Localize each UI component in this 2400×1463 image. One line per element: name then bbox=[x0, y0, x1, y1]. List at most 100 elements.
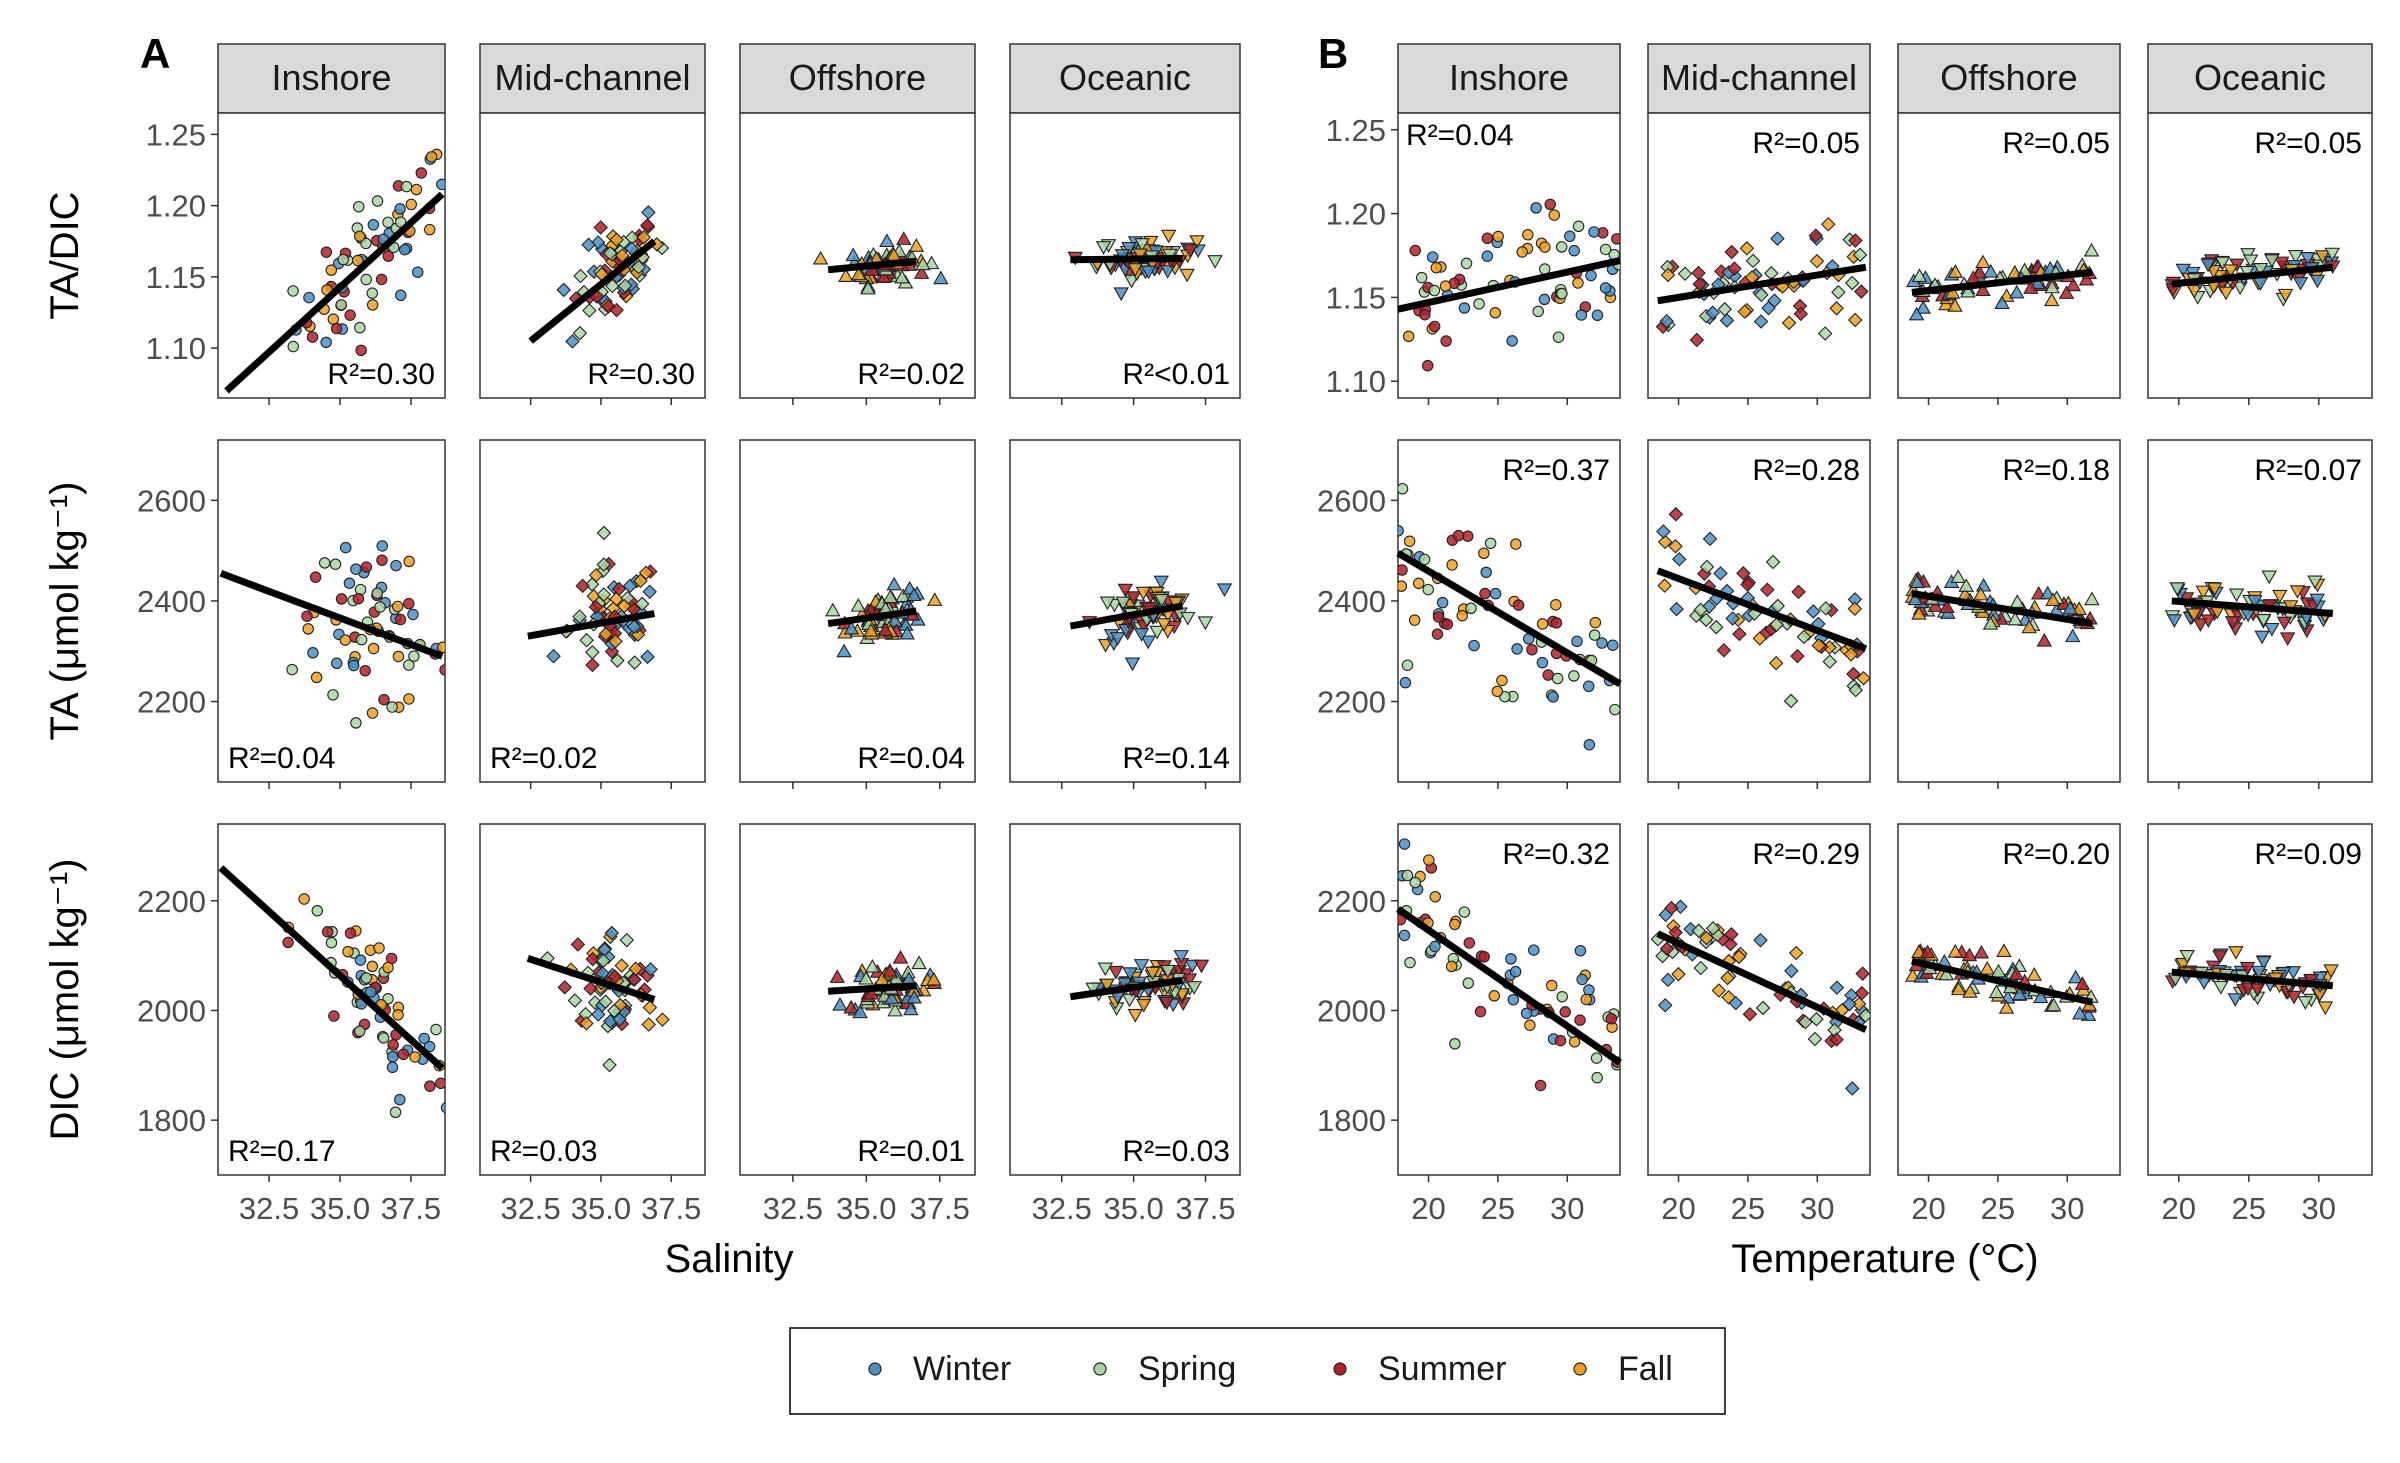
data-point-spring bbox=[311, 904, 324, 917]
data-point-fall bbox=[1446, 559, 1458, 571]
data-point-spring bbox=[382, 216, 394, 229]
data-point-spring bbox=[882, 589, 899, 604]
regression-line bbox=[528, 238, 657, 344]
data-point-fall bbox=[1412, 577, 1425, 590]
r-squared-label: R²=0.17 bbox=[228, 1135, 336, 1168]
y-tick-label: 1.10 bbox=[1326, 364, 1386, 399]
data-point-spring bbox=[287, 340, 299, 353]
data-point-summer bbox=[376, 554, 388, 566]
data-point-winter bbox=[1159, 265, 1176, 279]
data-point-fall bbox=[1768, 655, 1784, 671]
facet-strip-label: Mid-channel bbox=[1661, 57, 1857, 98]
data-point-spring bbox=[2297, 996, 2314, 1010]
data-point-fall bbox=[425, 151, 438, 163]
data-point-summer bbox=[375, 273, 388, 286]
data-point-winter bbox=[386, 1061, 399, 1074]
data-point-fall bbox=[926, 971, 942, 986]
data-point-winter bbox=[622, 578, 638, 594]
data-point-winter bbox=[1908, 306, 1925, 321]
data-point-summer bbox=[1975, 282, 1991, 297]
x-tick-label: 20 bbox=[1411, 1191, 1445, 1226]
facet-frame bbox=[739, 823, 976, 1176]
data-point-summer bbox=[360, 561, 373, 573]
data-point-spring bbox=[923, 255, 940, 270]
y-tick-label: 1.20 bbox=[146, 189, 206, 224]
regression-line bbox=[1656, 567, 1868, 652]
data-point-summer bbox=[829, 969, 846, 983]
facet-mid-channel-row-2: R²=0.03 32.5 35.0 37.5 bbox=[479, 823, 706, 1226]
facet-mid-channel-row-2: R²=0.29 20 25 30 bbox=[1647, 823, 1871, 1226]
data-point-winter bbox=[2227, 993, 2244, 1007]
data-point-fall bbox=[1752, 631, 1768, 646]
data-point-summer bbox=[352, 592, 365, 605]
data-point-fall bbox=[608, 634, 623, 649]
y-axis-title: DIC (μmol kg⁻¹) bbox=[43, 859, 87, 1141]
data-point-spring bbox=[1769, 617, 1784, 632]
data-point-summer bbox=[627, 972, 642, 987]
data-point-fall bbox=[1430, 261, 1443, 274]
data-point-spring bbox=[1609, 703, 1620, 716]
data-point-summer bbox=[1716, 642, 1732, 658]
data-point-fall bbox=[1492, 230, 1504, 243]
data-point-spring bbox=[2084, 591, 2100, 606]
data-point-winter bbox=[1575, 309, 1588, 321]
data-point-summer bbox=[382, 250, 395, 262]
data-point-summer bbox=[1479, 587, 1491, 600]
regression-line bbox=[1911, 268, 2093, 296]
data-point-spring bbox=[1097, 962, 1114, 977]
legend: Winter Spring Summer Fall bbox=[789, 1327, 1726, 1415]
data-point-fall bbox=[1788, 945, 1804, 961]
data-point-summer bbox=[877, 622, 894, 636]
y-tick-label: 1.20 bbox=[1326, 197, 1386, 232]
data-point-spring bbox=[1960, 283, 1976, 298]
data-point-summer bbox=[1159, 996, 1175, 1011]
data-point-winter bbox=[1845, 1081, 1860, 1096]
data-point-summer bbox=[330, 322, 343, 335]
regression-line bbox=[218, 865, 445, 1071]
data-point-fall bbox=[1589, 616, 1602, 629]
facet-oceanic-row-1: R²=0.07 bbox=[2147, 439, 2373, 789]
regression-line bbox=[527, 610, 655, 640]
data-point-winter bbox=[1436, 596, 1449, 609]
data-point-winter bbox=[1133, 628, 1150, 642]
data-point-winter bbox=[2264, 622, 2280, 637]
data-point-winter bbox=[2067, 969, 2084, 984]
data-point-spring bbox=[1484, 537, 1497, 550]
data-point-summer bbox=[2239, 961, 2256, 976]
data-point-spring bbox=[2044, 279, 2060, 294]
data-point-fall bbox=[609, 232, 624, 248]
data-point-spring bbox=[1708, 619, 1724, 635]
data-point-spring bbox=[335, 299, 347, 311]
data-point-spring bbox=[1115, 596, 1131, 611]
data-point-fall bbox=[588, 567, 604, 583]
point-cloud bbox=[1398, 838, 1620, 1092]
data-point-winter bbox=[1124, 657, 1141, 672]
r-squared-label: R²=0.30 bbox=[587, 358, 695, 391]
data-point-fall bbox=[908, 238, 925, 252]
data-point-fall bbox=[1127, 263, 1143, 277]
regression-line bbox=[827, 257, 917, 274]
data-point-fall bbox=[2323, 964, 2339, 979]
data-point-summer bbox=[1452, 529, 1465, 542]
data-point-fall bbox=[1456, 609, 1468, 622]
data-point-spring bbox=[360, 273, 372, 286]
data-point-fall bbox=[2186, 608, 2202, 623]
data-point-spring bbox=[1691, 923, 1707, 939]
r-squared-label: R²=0.18 bbox=[2002, 454, 2110, 487]
data-point-winter bbox=[1983, 263, 1999, 278]
data-point-spring bbox=[1085, 982, 1101, 997]
legend-item-winter: Winter bbox=[868, 1350, 1011, 1388]
regression-line bbox=[1911, 589, 2093, 628]
y-tick-label: 2000 bbox=[1317, 993, 1386, 1028]
data-point-fall bbox=[1720, 970, 1735, 986]
data-point-summer bbox=[1428, 320, 1441, 333]
data-point-winter bbox=[1753, 932, 1768, 948]
data-point-summer bbox=[1526, 643, 1538, 656]
data-point-spring bbox=[2179, 950, 2195, 964]
data-point-fall bbox=[342, 945, 354, 958]
facet-row-1: TA (μmol kg⁻¹) 2200 2400 2600 R²=0.04 R²=0.02… bbox=[43, 439, 1241, 789]
data-point-fall bbox=[1097, 638, 1114, 653]
data-point-spring bbox=[1449, 1038, 1461, 1050]
data-point-winter bbox=[1994, 295, 2010, 309]
data-point-spring bbox=[355, 633, 368, 646]
